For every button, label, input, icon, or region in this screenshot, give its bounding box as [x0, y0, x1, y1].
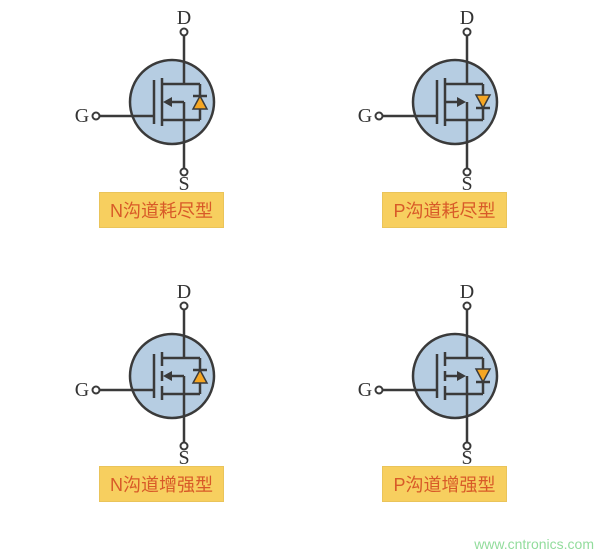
svg-text:D: D: [176, 284, 190, 303]
label-n-depletion: N沟道耗尽型: [99, 192, 224, 228]
svg-text:D: D: [176, 10, 190, 29]
symbol-n-depletion: D S G: [52, 10, 272, 190]
svg-text:G: G: [74, 379, 88, 401]
label-p-depletion: P沟道耗尽型: [382, 192, 506, 228]
cell-p-enhancement: D S G P沟道增强型: [303, 284, 586, 528]
label-n-enhancement: N沟道增强型: [99, 466, 224, 502]
cell-p-depletion: D S G P沟道耗尽型: [303, 10, 586, 254]
svg-text:S: S: [461, 447, 472, 464]
symbol-p-enhancement: D S G: [335, 284, 555, 464]
mosfet-grid: D S G N沟道耗尽型 D S: [0, 0, 606, 558]
symbol-n-enhancement: D S G: [52, 284, 272, 464]
cell-n-enhancement: D S G N沟道增强型: [20, 284, 303, 528]
label-p-enhancement: P沟道增强型: [382, 466, 506, 502]
svg-text:G: G: [74, 105, 88, 127]
svg-text:S: S: [178, 447, 189, 464]
watermark: www.cntronics.com: [474, 536, 594, 552]
cell-n-depletion: D S G N沟道耗尽型: [20, 10, 303, 254]
svg-text:D: D: [459, 284, 473, 303]
symbol-p-depletion: D S G: [335, 10, 555, 190]
svg-text:G: G: [357, 105, 371, 127]
svg-text:D: D: [459, 10, 473, 29]
svg-text:S: S: [178, 173, 189, 190]
svg-text:S: S: [461, 173, 472, 190]
svg-text:G: G: [357, 379, 371, 401]
